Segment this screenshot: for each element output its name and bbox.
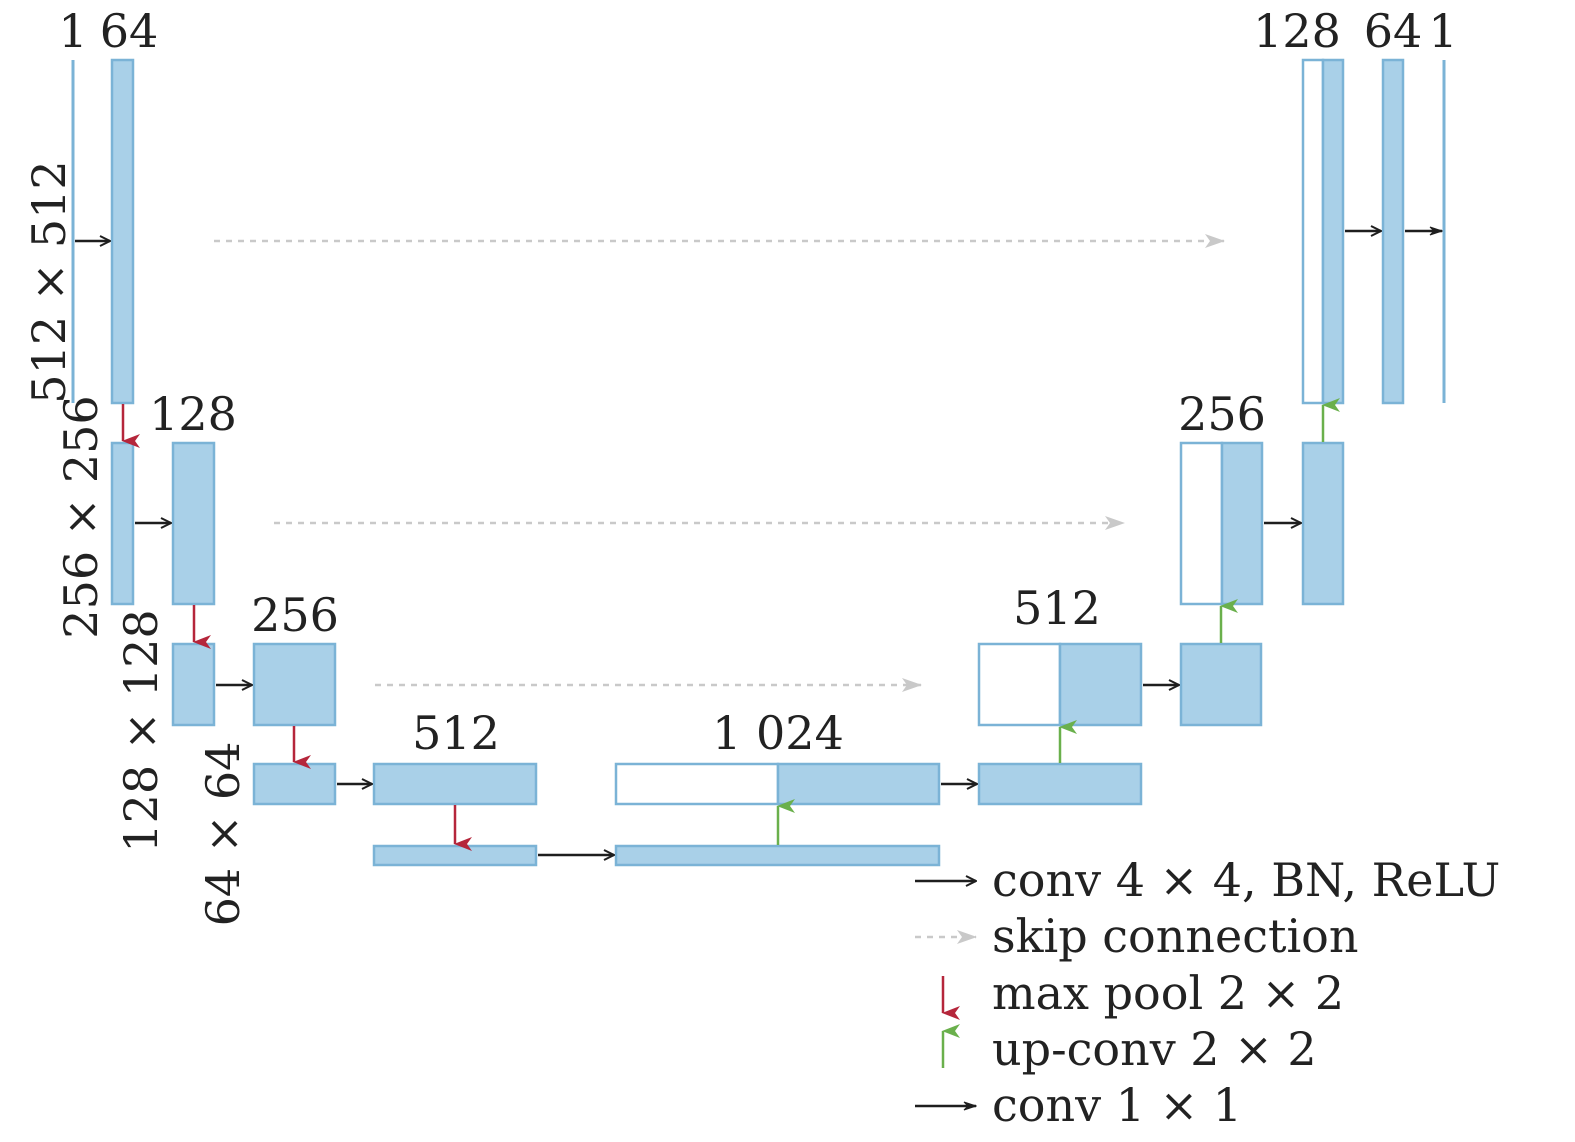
dec1-block — [1381, 58, 1405, 405]
concat2-copied-block — [1179, 441, 1224, 606]
legend: conv 4 × 4, BN, ReLU skip connection max… — [915, 853, 1500, 1132]
channel-label-dec4: 512 — [1013, 581, 1101, 635]
pool3-block — [252, 762, 337, 806]
pool1-block — [110, 441, 135, 606]
resolution-label-512: 512 × 512 — [22, 160, 76, 403]
resolution-labels: 512 × 512 256 × 256 128 × 128 64 × 64 — [22, 160, 250, 926]
channel-label-enc3: 256 — [251, 588, 339, 642]
pool4-block — [372, 844, 538, 867]
resolution-label-128: 128 × 128 — [114, 609, 168, 852]
upconv2-block — [1220, 441, 1264, 606]
resolution-label-64: 64 × 64 — [196, 742, 250, 927]
dec2-block — [1301, 441, 1345, 606]
channel-label-enc1: 64 — [100, 4, 159, 58]
enc4-block — [372, 762, 538, 806]
enc2-block — [171, 441, 216, 606]
concat3-copied-block — [977, 642, 1062, 727]
channel-label-dec1: 64 — [1364, 4, 1423, 58]
channel-label-input: 1 — [58, 4, 87, 58]
channel-label-dec3: 256 — [1178, 387, 1266, 441]
channel-label-enc2: 128 — [149, 387, 237, 441]
dec3-block — [1179, 642, 1263, 727]
legend-item-maxpool: max pool 2 × 2 — [941, 966, 1344, 1020]
bottleneck-block — [614, 844, 941, 867]
legend-item-upconv: up-conv 2 × 2 — [941, 1022, 1317, 1076]
resolution-label-256: 256 × 256 — [54, 395, 108, 638]
concat1-copied-block — [1301, 58, 1325, 405]
dec4-block — [977, 762, 1143, 806]
legend-label-conv1x1: conv 1 × 1 — [992, 1078, 1242, 1132]
concat4-copied-block — [614, 762, 780, 806]
channel-label-dec2: 128 — [1253, 4, 1341, 58]
enc3-block — [252, 642, 337, 727]
channel-count-labels: 1 64 128 256 512 1 024 512 256 128 64 1 — [58, 4, 1457, 760]
upconv3-block — [1058, 642, 1143, 727]
legend-label-skip: skip connection — [992, 909, 1358, 963]
legend-label-conv: conv 4 × 4, BN, ReLU — [992, 853, 1500, 907]
channel-label-output: 1 — [1428, 4, 1457, 58]
feature-map-blocks — [71, 58, 1446, 867]
channel-label-enc4: 512 — [412, 706, 500, 760]
legend-item-conv: conv 4 × 4, BN, ReLU — [915, 853, 1500, 907]
pool2-block — [171, 642, 216, 727]
upconv4-block — [776, 762, 941, 806]
enc1-block — [110, 58, 135, 405]
legend-label-maxpool: max pool 2 × 2 — [992, 966, 1344, 1020]
upconv1-block — [1321, 58, 1345, 405]
channel-label-bottleneck: 1 024 — [712, 706, 844, 760]
legend-item-skip: skip connection — [915, 909, 1358, 963]
connection-arrows — [75, 231, 1442, 855]
legend-item-conv1x1: conv 1 × 1 — [915, 1078, 1242, 1132]
legend-label-upconv: up-conv 2 × 2 — [992, 1022, 1317, 1076]
